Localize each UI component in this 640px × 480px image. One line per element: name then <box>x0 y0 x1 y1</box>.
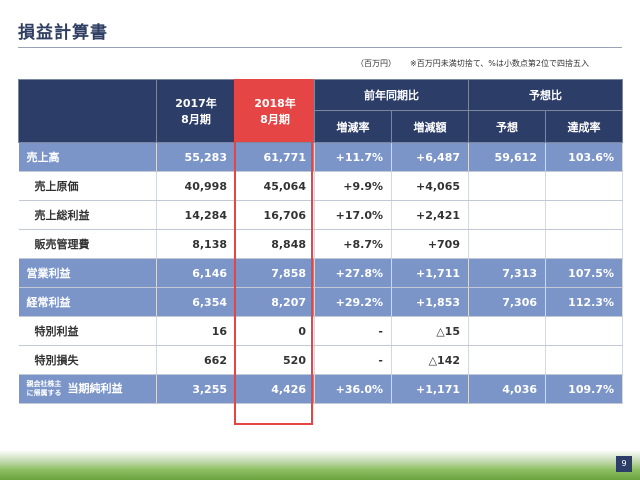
header-forecast: 予想比 <box>468 79 623 111</box>
cell-achievement: 109.7% <box>545 374 623 404</box>
cell-2017: 6,354 <box>156 287 236 317</box>
cell-2017: 662 <box>156 345 236 375</box>
page-title: 損益計算書 <box>18 23 108 43</box>
cell-amount: +4,065 <box>391 171 469 201</box>
cell-2018: 8,207 <box>235 287 315 317</box>
cell-amount: +1,711 <box>391 258 469 288</box>
table-row: 営業利益 6,146 7,858 +27.8% +1,711 7,313 107… <box>18 258 623 288</box>
row-label-prefix: 親会社株主 に帰属する <box>26 380 62 397</box>
cell-rate: +29.2% <box>314 287 392 317</box>
page-number: 9 <box>616 456 632 472</box>
header-yoy: 前年同期比 <box>314 79 469 111</box>
cell-amount: △15 <box>391 316 469 346</box>
cell-2018: 4,426 <box>235 374 315 404</box>
cell-amount: △142 <box>391 345 469 375</box>
header-2017: 2017年 8月期 <box>156 79 236 143</box>
header-yoy-rate: 増減率 <box>314 110 392 143</box>
cell-rate: - <box>314 345 392 375</box>
cell-rate: +8.7% <box>314 229 392 259</box>
cell-amount: +2,421 <box>391 200 469 230</box>
cell-achievement <box>545 345 623 375</box>
cell-2018: 16,706 <box>235 200 315 230</box>
cell-2017: 40,998 <box>156 171 236 201</box>
cell-achievement <box>545 200 623 230</box>
cell-rate: +11.7% <box>314 142 392 172</box>
cell-forecast <box>468 345 546 375</box>
cell-2018: 0 <box>235 316 315 346</box>
row-label: 特別利益 <box>18 316 157 346</box>
cell-2018: 8,848 <box>235 229 315 259</box>
header-2018: 2018年 8月期 <box>235 79 315 143</box>
cell-forecast <box>468 229 546 259</box>
cell-rate: - <box>314 316 392 346</box>
table-row: 売上総利益 14,284 16,706 +17.0% +2,421 <box>18 200 623 230</box>
unit-label: （百万円） <box>356 59 396 68</box>
cell-2017: 14,284 <box>156 200 236 230</box>
cell-amount: +1,853 <box>391 287 469 317</box>
cell-rate: +27.8% <box>314 258 392 288</box>
cell-2017: 16 <box>156 316 236 346</box>
cell-achievement <box>545 171 623 201</box>
cell-forecast <box>468 200 546 230</box>
table-row: 特別損失 662 520 - △142 <box>18 345 623 375</box>
cell-forecast: 59,612 <box>468 142 546 172</box>
cell-forecast: 7,306 <box>468 287 546 317</box>
cell-rate: +36.0% <box>314 374 392 404</box>
cell-amount: +1,171 <box>391 374 469 404</box>
footer-grass-decoration <box>0 450 640 480</box>
row-label: 特別損失 <box>18 345 157 375</box>
cell-2018: 7,858 <box>235 258 315 288</box>
table-row: 販売管理費 8,138 8,848 +8.7% +709 <box>18 229 623 259</box>
header-yoy-amount: 増減額 <box>391 110 469 143</box>
cell-achievement <box>545 229 623 259</box>
row-label: 営業利益 <box>18 258 157 288</box>
table-row: 経常利益 6,354 8,207 +29.2% +1,853 7,306 112… <box>18 287 623 317</box>
cell-2017: 6,146 <box>156 258 236 288</box>
cell-2017: 8,138 <box>156 229 236 259</box>
cell-amount: +6,487 <box>391 142 469 172</box>
row-label: 売上原価 <box>18 171 157 201</box>
cell-rate: +17.0% <box>314 200 392 230</box>
cell-2017: 3,255 <box>156 374 236 404</box>
cell-amount: +709 <box>391 229 469 259</box>
cell-achievement: 107.5% <box>545 258 623 288</box>
table-row: 特別利益 16 0 - △15 <box>18 316 623 346</box>
cell-forecast: 7,313 <box>468 258 546 288</box>
cell-2017: 55,283 <box>156 142 236 172</box>
income-statement-table: 2017年 8月期 2018年 8月期 前年同期比 予想比 増減率 増減額 予想 達… <box>18 79 623 404</box>
cell-achievement: 112.3% <box>545 287 623 317</box>
table-row: 売上高 55,283 61,771 +11.7% +6,487 59,612 1… <box>18 142 623 172</box>
row-label: 経常利益 <box>18 287 157 317</box>
row-label: 売上高 <box>18 142 157 172</box>
row-label: 販売管理費 <box>18 229 157 259</box>
cell-2018: 520 <box>235 345 315 375</box>
cell-forecast <box>468 316 546 346</box>
cell-achievement: 103.6% <box>545 142 623 172</box>
cell-2018: 61,771 <box>235 142 315 172</box>
cell-rate: +9.9% <box>314 171 392 201</box>
table-row: 売上原価 40,998 45,064 +9.9% +4,065 <box>18 171 623 201</box>
cell-forecast <box>468 171 546 201</box>
header-achievement: 達成率 <box>545 110 623 143</box>
title-divider <box>18 47 622 48</box>
row-label: 親会社株主 に帰属する 当期純利益 <box>18 374 157 404</box>
table-row: 親会社株主 に帰属する 当期純利益 3,255 4,426 +36.0% +1,17… <box>18 374 623 404</box>
header-forecast-value: 予想 <box>468 110 546 143</box>
rounding-note: ※百万円未満切捨て、%は小数点第2位で四捨五入 <box>410 59 589 68</box>
row-label: 売上総利益 <box>18 200 157 230</box>
header-blank <box>18 79 157 143</box>
cell-achievement <box>545 316 623 346</box>
cell-2018: 45,064 <box>235 171 315 201</box>
cell-forecast: 4,036 <box>468 374 546 404</box>
